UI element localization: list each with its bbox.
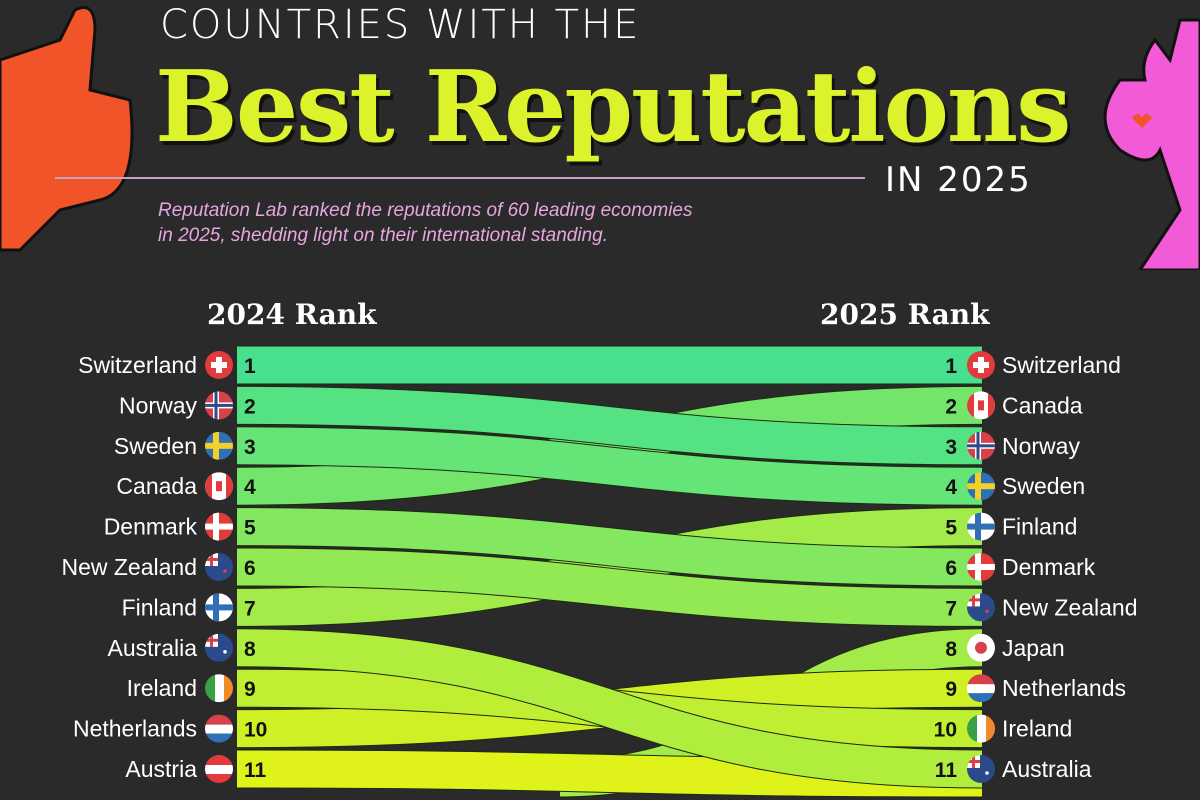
- canada-flag-icon: [205, 472, 233, 501]
- finland-flag-icon: [205, 593, 233, 622]
- divider: [55, 177, 865, 179]
- flow-band-finland: [236, 507, 983, 627]
- denmark-flag-icon: [205, 512, 233, 541]
- heart-icon: [1132, 114, 1152, 128]
- canada-flag-icon: [967, 391, 995, 420]
- rank-2025: 11: [935, 759, 958, 782]
- country-label-2025: Canada: [1002, 392, 1083, 418]
- country-label-2025: Denmark: [1002, 554, 1096, 580]
- country-label-2025: Norway: [1002, 433, 1080, 459]
- flow-band-norway: [236, 385, 983, 466]
- country-label-2025: Australia: [1002, 756, 1092, 782]
- rank-2025: 7: [945, 597, 957, 620]
- flow-band-sweden: [236, 426, 983, 506]
- netherlands-flag-icon: [967, 674, 995, 703]
- country-label-2024: Ireland: [127, 675, 197, 701]
- country-label-2024: Netherlands: [73, 716, 197, 742]
- subtitle-line-2: in 2025, shedding light on their interna…: [158, 225, 608, 246]
- rank-2024: 7: [244, 597, 256, 620]
- australia-flag-icon: [967, 755, 995, 783]
- austria-flag-icon: [205, 755, 233, 783]
- country-label-2024: Austria: [125, 756, 197, 782]
- rank-2025: 5: [945, 517, 957, 540]
- subtitle: Reputation Lab ranked the reputations of…: [158, 198, 693, 248]
- rank-2025: 4: [945, 476, 957, 499]
- japan-flag-icon: [967, 633, 995, 662]
- finland-flag-icon: [967, 512, 995, 541]
- australia-flag-icon: [205, 633, 233, 662]
- country-label-2024: Sweden: [114, 433, 197, 459]
- switzerland-flag-icon: [967, 351, 995, 379]
- subtitle-line-1: Reputation Lab ranked the reputations of…: [158, 200, 693, 221]
- rank-2025: 2: [945, 395, 957, 418]
- right-axis-header: 2025 Rank: [820, 298, 990, 331]
- rank-2025: 1: [945, 355, 957, 378]
- country-label-2024: New Zealand: [61, 554, 197, 580]
- rank-2025: 10: [934, 719, 957, 742]
- thumbs-up-hand-illustration: [0, 6, 134, 252]
- norway-flag-icon: [967, 431, 995, 460]
- pre-title: COUNTRIES WITH THE: [160, 2, 641, 48]
- country-label-2024: Australia: [108, 635, 198, 661]
- netherlands-flag-icon: [205, 714, 233, 743]
- rank-2024: 11: [244, 759, 267, 782]
- country-label-2025: Netherlands: [1002, 675, 1126, 701]
- page-title: Best Reputations: [155, 50, 1071, 165]
- title-year: IN 2025: [885, 160, 1032, 200]
- rank-2024: 9: [244, 678, 256, 701]
- rank-2024: 10: [244, 719, 267, 742]
- rank-2025: 6: [945, 557, 957, 580]
- country-label-2025: Finland: [1002, 514, 1077, 540]
- norway-flag-icon: [205, 391, 233, 420]
- ireland-flag-icon: [967, 714, 995, 743]
- new-zealand-flag-icon: [205, 553, 233, 581]
- flow-band-australia: [236, 628, 983, 789]
- sweden-flag-icon: [205, 431, 233, 460]
- country-label-2024: Finland: [122, 594, 197, 620]
- new-zealand-flag-icon: [967, 593, 995, 622]
- rank-2024: 1: [244, 355, 256, 378]
- rank-2024: 2: [244, 395, 256, 418]
- country-label-2025: Ireland: [1002, 716, 1072, 742]
- flow-band-new-zealand: [236, 547, 983, 627]
- country-label-2025: Switzerland: [1002, 352, 1121, 378]
- denmark-flag-icon: [967, 553, 995, 581]
- country-label-2025: Sweden: [1002, 473, 1085, 499]
- rank-2024: 5: [244, 517, 256, 540]
- sweden-flag-icon: [967, 472, 995, 501]
- rank-2024: 3: [244, 436, 256, 459]
- flow-band-canada: [236, 385, 983, 506]
- rank-2024: 6: [244, 557, 256, 580]
- country-label-2024: Canada: [116, 473, 197, 499]
- country-label-2025: New Zealand: [1002, 594, 1138, 620]
- rank-2025: 9: [945, 678, 957, 701]
- rank-2025: 8: [945, 638, 957, 661]
- country-label-2025: Japan: [1002, 635, 1065, 661]
- country-label-2024: Switzerland: [78, 352, 197, 378]
- left-axis-header: 2024 Rank: [207, 298, 377, 331]
- rank-2024: 8: [244, 638, 256, 661]
- flow-band-denmark: [236, 507, 983, 587]
- ok-hand-illustration: [1103, 18, 1200, 270]
- ireland-flag-icon: [205, 674, 233, 703]
- rank-2024: 4: [244, 476, 256, 499]
- country-label-2024: Denmark: [104, 514, 198, 540]
- switzerland-flag-icon: [205, 351, 233, 379]
- country-label-2024: Norway: [119, 392, 197, 418]
- rank-2025: 3: [945, 436, 957, 459]
